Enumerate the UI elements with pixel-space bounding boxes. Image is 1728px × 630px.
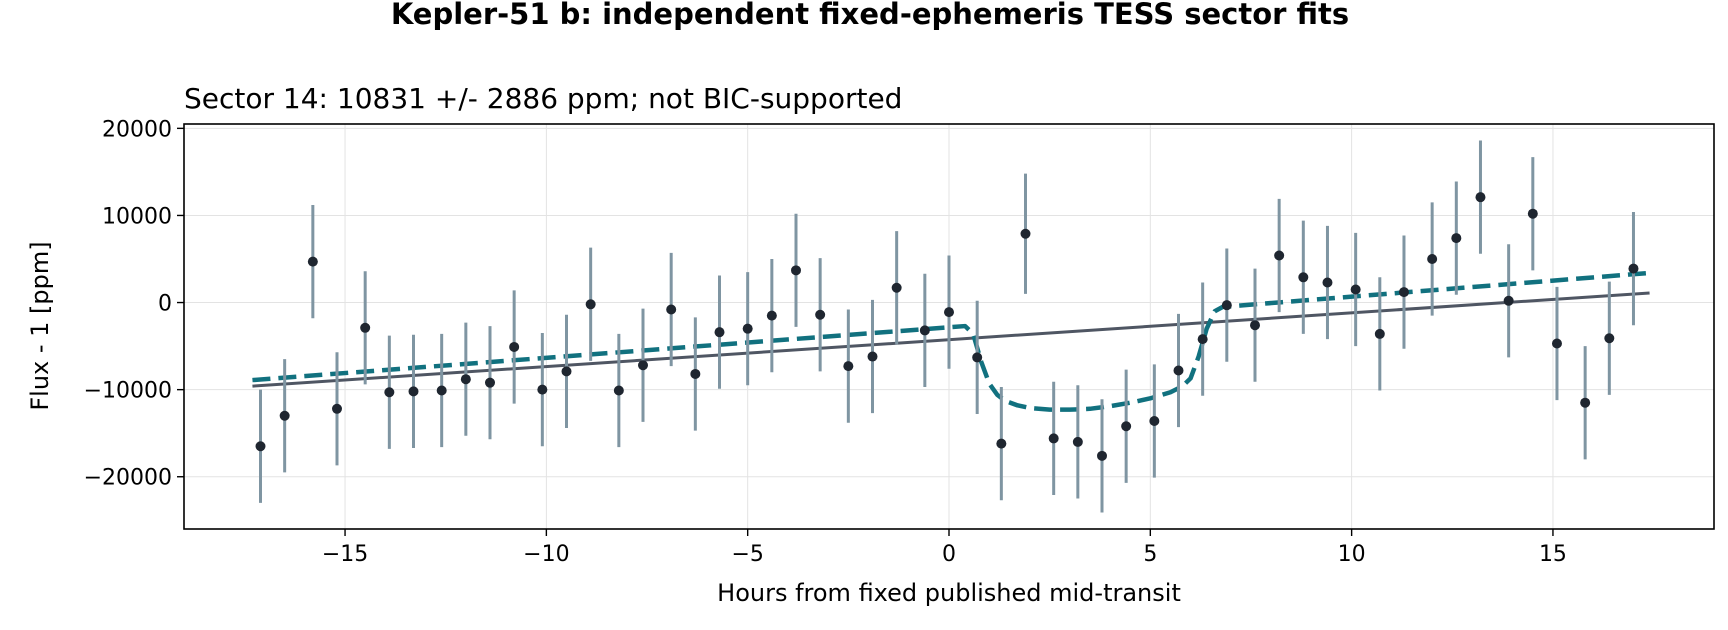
data-point [1121,421,1132,432]
data-point [1503,295,1514,306]
data-point [1149,416,1160,426]
data-point [307,256,318,267]
data-point [843,361,854,372]
data-point [332,403,342,414]
baseline-line [252,291,1650,388]
data-point [408,386,419,397]
data-point [714,327,725,338]
x-tick-label: 15 [1539,542,1567,567]
data-point [384,387,395,398]
baseline-trend-line [252,291,1650,388]
data-point [996,438,1007,449]
data-point [1580,397,1591,408]
data-point [509,341,520,352]
data-point [1398,287,1409,298]
axes-title: Sector 14: 10831 +/- 2886 ppm; not BIC-s… [184,82,902,115]
y-axis-ticks: −20000 −10000 0 10000 20000 [84,117,184,491]
data-point [1475,192,1486,203]
data-point [1274,250,1285,261]
data-point [279,410,290,421]
data-point [1427,254,1438,264]
data-point [1173,365,1184,376]
data-point [972,352,983,363]
data-point [690,368,701,379]
data-point [485,377,495,388]
figure-suptitle: Kepler-51 b: independent fixed-ephemeris… [391,0,1349,31]
data-point [613,385,624,396]
x-tick-label: 0 [942,542,956,567]
data-point [1374,328,1385,339]
data-point [1350,284,1361,295]
x-tick-label: 10 [1338,542,1366,567]
data-point [360,322,371,333]
y-tick-label: −20000 [84,466,172,491]
data-point [1298,272,1309,283]
data-point [1250,320,1260,331]
data-point [1097,450,1107,461]
data-point [791,265,801,276]
x-tick-label: 5 [1143,542,1157,567]
data-points [255,192,1639,461]
data-point [867,351,878,362]
data-point [766,310,777,321]
data-point [1322,277,1333,288]
data-point [742,323,753,334]
data-point [585,299,596,310]
y-tick-label: 20000 [102,117,172,142]
x-tick-label: −5 [731,542,763,567]
data-point [944,307,954,318]
data-point [1527,208,1538,219]
y-axis-label: Flux - 1 [ppm] [26,241,54,410]
data-point [561,366,572,377]
data-point [666,304,677,315]
data-point [815,309,826,320]
x-tick-label: −10 [523,542,569,567]
data-point [919,325,930,336]
x-axis-ticks: −15 −10 −5 0 5 10 15 [322,529,1567,567]
x-axis-label: Hours from fixed published mid-transit [717,579,1181,607]
y-tick-label: 10000 [102,204,172,229]
data-point [537,384,548,395]
data-point [638,360,648,371]
data-point [460,374,471,385]
data-point [436,385,447,396]
y-tick-label: −10000 [84,379,172,404]
data-point [1451,233,1462,244]
y-tick-label: 0 [158,292,172,317]
data-point [1072,436,1083,447]
data-point [891,282,902,293]
data-point [255,441,266,452]
error-bars [259,140,1635,513]
x-tick-label: −15 [322,542,368,567]
data-point [1628,263,1639,274]
data-point [1048,433,1059,444]
data-point [1551,338,1562,349]
data-point [1604,333,1615,344]
data-point [1221,300,1232,311]
data-point [1020,228,1031,239]
data-point [1197,334,1208,345]
